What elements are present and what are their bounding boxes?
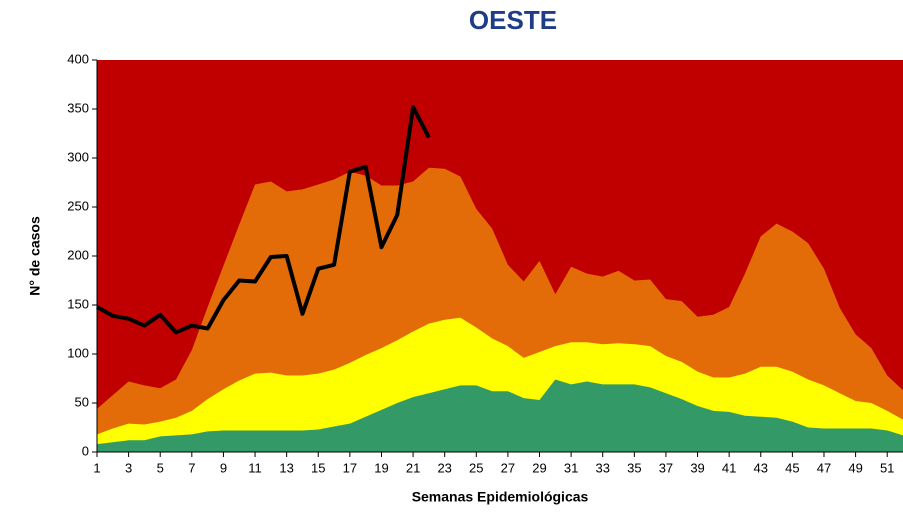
x-tick-label: 31 <box>564 460 578 475</box>
x-tick-label: 11 <box>248 460 262 475</box>
x-tick-label: 49 <box>848 460 862 475</box>
x-tick-label: 13 <box>279 460 293 475</box>
x-tick-label: 19 <box>374 460 388 475</box>
y-tick-label: 300 <box>67 149 89 164</box>
x-tick-label: 5 <box>157 460 164 475</box>
y-tick-label: 350 <box>67 100 89 115</box>
x-tick-label: 43 <box>754 460 768 475</box>
x-tick-label: 29 <box>532 460 546 475</box>
y-tick-label: 200 <box>67 247 89 262</box>
x-tick-label: 3 <box>125 460 132 475</box>
y-tick-label: 400 <box>67 51 89 66</box>
y-tick-label: 50 <box>75 394 89 409</box>
y-tick-label: 100 <box>67 345 89 360</box>
x-tick-label: 45 <box>785 460 799 475</box>
x-tick-label: 25 <box>469 460 483 475</box>
x-tick-label: 39 <box>690 460 704 475</box>
y-tick-label: 0 <box>82 443 89 458</box>
x-tick-label: 23 <box>437 460 451 475</box>
x-tick-label: 47 <box>817 460 831 475</box>
x-tick-label: 7 <box>188 460 195 475</box>
x-tick-label: 51 <box>880 460 894 475</box>
x-tick-label: 33 <box>595 460 609 475</box>
y-tick-label: 150 <box>67 296 89 311</box>
x-tick-label: 35 <box>627 460 641 475</box>
chart-title: OESTE <box>469 5 557 35</box>
x-tick-label: 1 <box>93 460 100 475</box>
x-tick-label: 15 <box>311 460 325 475</box>
x-tick-label: 37 <box>659 460 673 475</box>
y-tick-label: 250 <box>67 198 89 213</box>
x-axis-label: Semanas Epidemiológicas <box>412 489 589 505</box>
x-tick-label: 41 <box>722 460 736 475</box>
x-tick-label: 9 <box>220 460 227 475</box>
y-axis-label: N° de casos <box>27 216 43 296</box>
x-tick-label: 21 <box>406 460 420 475</box>
area <box>97 379 903 452</box>
line <box>96 105 431 335</box>
x-tick-label: 27 <box>501 460 515 475</box>
x-tick-label: 17 <box>343 460 357 475</box>
